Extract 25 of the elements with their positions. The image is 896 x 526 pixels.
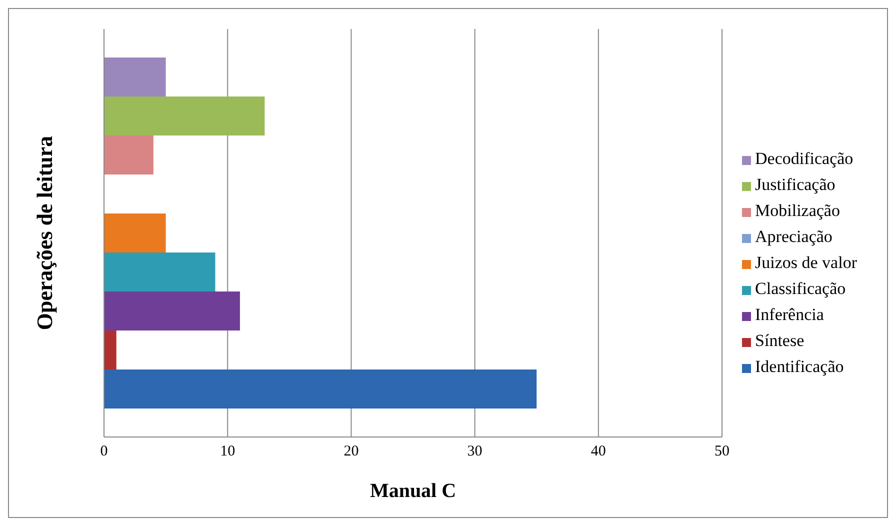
x-tick-label: 40 (590, 444, 606, 460)
bar (104, 330, 116, 370)
bar (104, 214, 166, 253)
bar (104, 96, 265, 136)
bar (104, 58, 166, 97)
legend-label: Identificação (755, 357, 844, 376)
legend-label: Decodificação (755, 149, 854, 168)
bar (104, 252, 216, 292)
legend-label: Juizos de valor (755, 253, 857, 272)
legend-label: Apreciação (755, 227, 832, 246)
bar (104, 370, 537, 409)
x-tick-label: 10 (220, 444, 236, 460)
bar (104, 136, 154, 175)
x-tick-label: 0 (100, 444, 108, 460)
y-axis-title: Operações de leitura (32, 136, 57, 330)
x-tick-label: 30 (467, 444, 482, 460)
legend-label: Mobilização (755, 201, 840, 220)
x-axis-title: Manual C (370, 480, 456, 502)
bar (104, 292, 240, 331)
x-tick-label: 50 (714, 444, 730, 460)
legend-label: Classificação (755, 279, 846, 298)
legend-label: Inferência (755, 305, 824, 324)
x-tick-label: 20 (344, 444, 359, 460)
legend-label: Síntese (755, 331, 804, 350)
legend-label: Justificação (755, 175, 836, 194)
